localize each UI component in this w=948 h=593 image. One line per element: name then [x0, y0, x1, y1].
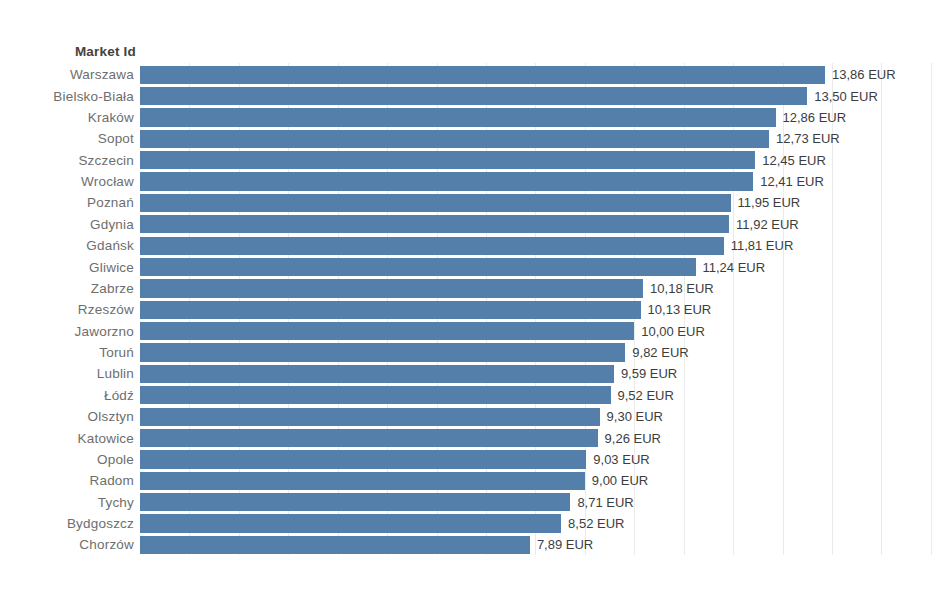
bar-row: Wrocław 12,41 EUR	[0, 171, 948, 192]
category-label: Wrocław	[0, 171, 134, 192]
category-label: Gdańsk	[0, 235, 134, 256]
bar[interactable]	[140, 66, 825, 84]
bar[interactable]	[140, 343, 625, 361]
bar-row: Gliwice 11,24 EUR	[0, 256, 948, 277]
column-header-market-id: Market Id	[0, 44, 136, 59]
bar-row: Zabrze 10,18 EUR	[0, 278, 948, 299]
bar[interactable]	[140, 258, 696, 276]
value-label: 13,50 EUR	[814, 85, 878, 106]
bar-chart: Market Id Warszawa13,86 EURBielsko-Biała…	[0, 0, 948, 593]
bar-row: Sopot 12,73 EUR	[0, 128, 948, 149]
value-label: 13,86 EUR	[832, 64, 896, 85]
category-label: Szczecin	[0, 150, 134, 171]
value-label: 9,52 EUR	[618, 385, 674, 406]
value-label: 10,18 EUR	[650, 278, 714, 299]
bar[interactable]	[140, 450, 586, 468]
category-label: Gliwice	[0, 256, 134, 277]
value-label: 7,89 EUR	[537, 534, 593, 555]
bar[interactable]	[140, 386, 611, 404]
bar-row: Radom 9,00 EUR	[0, 470, 948, 491]
bar-row: Szczecin 12,45 EUR	[0, 150, 948, 171]
bar-row: Rzeszów 10,13 EUR	[0, 299, 948, 320]
bar[interactable]	[140, 536, 530, 554]
bar[interactable]	[140, 130, 769, 148]
bar[interactable]	[140, 237, 724, 255]
bar-row: Jaworzno 10,00 EUR	[0, 321, 948, 342]
value-label: 12,73 EUR	[776, 128, 840, 149]
category-label: Warszawa	[0, 64, 134, 85]
category-label: Olsztyn	[0, 406, 134, 427]
value-label: 9,26 EUR	[605, 427, 661, 448]
bar-row: Bielsko-Biała 13,50 EUR	[0, 85, 948, 106]
category-label: Poznań	[0, 192, 134, 213]
bar-row: Warszawa 13,86 EUR	[0, 64, 948, 85]
bar-row: Chorzów 7,89 EUR	[0, 534, 948, 555]
bar[interactable]	[140, 322, 634, 340]
bar-row: Olsztyn 9,30 EUR	[0, 406, 948, 427]
value-label: 11,92 EUR	[736, 214, 799, 235]
value-label: 10,00 EUR	[641, 321, 705, 342]
category-label: Jaworzno	[0, 321, 134, 342]
bar[interactable]	[140, 215, 729, 233]
bar-row: Łódź 9,52 EUR	[0, 385, 948, 406]
category-label: Bielsko-Biała	[0, 85, 134, 106]
category-label: Katowice	[0, 427, 134, 448]
value-label: 11,81 EUR	[731, 235, 794, 256]
bar[interactable]	[140, 408, 600, 426]
bar-rows: Warszawa13,86 EURBielsko-Biała13,50 EURK…	[0, 64, 948, 556]
value-label: 9,30 EUR	[607, 406, 663, 427]
bar[interactable]	[140, 514, 561, 532]
bar-row: Tychy 8,71 EUR	[0, 492, 948, 513]
bar[interactable]	[140, 87, 807, 105]
value-label: 9,59 EUR	[621, 363, 677, 384]
value-label: 11,95 EUR	[738, 192, 801, 213]
value-label: 9,00 EUR	[592, 470, 648, 491]
bar-row: Opole 9,03 EUR	[0, 449, 948, 470]
value-label: 9,82 EUR	[632, 342, 688, 363]
category-label: Tychy	[0, 492, 134, 513]
bar[interactable]	[140, 429, 598, 447]
category-label: Rzeszów	[0, 299, 134, 320]
category-label: Bydgoszcz	[0, 513, 134, 534]
bar-row: Toruń 9,82 EUR	[0, 342, 948, 363]
category-label: Kraków	[0, 107, 134, 128]
value-label: 12,45 EUR	[762, 150, 826, 171]
category-label: Radom	[0, 470, 134, 491]
category-label: Lublin	[0, 363, 134, 384]
value-label: 8,52 EUR	[568, 513, 624, 534]
category-label: Gdynia	[0, 214, 134, 235]
bar[interactable]	[140, 472, 585, 490]
bar-row: Bydgoszcz 8,52 EUR	[0, 513, 948, 534]
category-label: Toruń	[0, 342, 134, 363]
value-label: 9,03 EUR	[593, 449, 649, 470]
category-label: Opole	[0, 449, 134, 470]
bar-row: Katowice 9,26 EUR	[0, 427, 948, 448]
category-label: Łódź	[0, 385, 134, 406]
bar[interactable]	[140, 108, 776, 126]
bar-row: Poznań 11,95 EUR	[0, 192, 948, 213]
category-label: Chorzów	[0, 534, 134, 555]
value-label: 12,41 EUR	[760, 171, 824, 192]
value-label: 10,13 EUR	[648, 299, 712, 320]
category-label: Sopot	[0, 128, 134, 149]
bar[interactable]	[140, 301, 641, 319]
bar[interactable]	[140, 194, 731, 212]
bar[interactable]	[140, 365, 614, 383]
bar[interactable]	[140, 493, 570, 511]
bar-row: Lublin 9,59 EUR	[0, 363, 948, 384]
value-label: 8,71 EUR	[577, 492, 633, 513]
value-label: 11,24 EUR	[703, 256, 766, 277]
bar-row: Gdynia 11,92 EUR	[0, 214, 948, 235]
bar-row: Kraków 12,86 EUR	[0, 107, 948, 128]
bar[interactable]	[140, 172, 753, 190]
bar-row: Gdańsk 11,81 EUR	[0, 235, 948, 256]
category-label: Zabrze	[0, 278, 134, 299]
bar[interactable]	[140, 151, 755, 169]
bar[interactable]	[140, 279, 643, 297]
value-label: 12,86 EUR	[783, 107, 847, 128]
